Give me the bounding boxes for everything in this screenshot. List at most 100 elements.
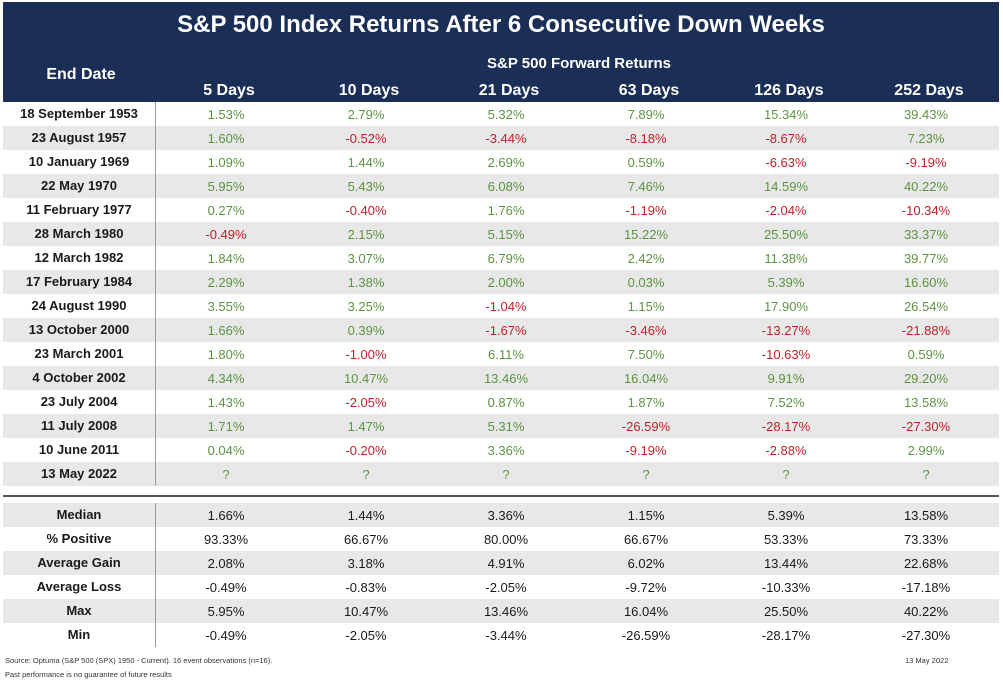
table-cell: 1.60% (207, 130, 245, 146)
column-header: 5 Days (203, 82, 255, 99)
table-row: 10 June 2011 0.04% -0.20% 3.36% -9.19% -2.88%… (3, 438, 999, 462)
table-cell: 33.37% (903, 226, 949, 242)
table-row: 18 September 1953 1.53% 2.79% 5.32% 7.89% 15.… (3, 102, 999, 126)
table-cell: 1.43% (207, 394, 245, 410)
table-cell: 16.04% (623, 603, 669, 619)
forward-returns-header: S&P 500 Forward Returns (487, 55, 671, 72)
table-row: 24 August 1990 3.55% 3.25% -1.04% 1.15% 17.90… (3, 294, 999, 318)
table-row: 4 October 2002 4.34% 10.47% 13.46% 16.04% 9.9… (3, 366, 999, 390)
column-headers: 5 Days 10 Days 21 Days 63 Days 126 Days … (159, 82, 999, 100)
table-row: % Positive 93.33% 66.67% 80.00% 66.67% 53.33%… (3, 527, 999, 551)
table-cell: 17.90% (763, 298, 809, 314)
table-cell: -2.04% (765, 202, 807, 218)
table-row: 12 March 1982 1.84% 3.07% 6.79% 2.42% 11.38% 3… (3, 246, 999, 270)
table-cell: -3.44% (485, 130, 527, 146)
table-row: 23 July 2004 1.43% -2.05% 0.87% 1.87% 7.52% 13… (3, 390, 999, 414)
table-cell: 40.22% (903, 603, 949, 619)
table-cell: 53.33% (763, 531, 809, 547)
row-label: 28 March 1980 (3, 222, 156, 246)
row-label: % Positive (3, 527, 156, 551)
row-label: 4 October 2002 (3, 366, 156, 390)
table-cell: 3.07% (347, 250, 385, 266)
table-cell: 1.44% (347, 507, 385, 523)
table-cell: 1.15% (627, 507, 665, 523)
column-header: 252 Days (894, 82, 964, 99)
row-label: Max (3, 599, 156, 623)
table-row: 28 March 1980 -0.49% 2.15% 5.15% 15.22% 25.50… (3, 222, 999, 246)
table-cell: 25.50% (763, 603, 809, 619)
row-label: 13 October 2000 (3, 318, 156, 342)
table-cell: -9.19% (625, 442, 667, 458)
table-cell: 6.08% (487, 178, 525, 194)
table-cell: 5.43% (347, 178, 385, 194)
table-cell: ? (782, 466, 790, 482)
table-cell: 5.95% (207, 603, 245, 619)
table-cell: 15.34% (763, 106, 809, 122)
table-cell: -10.34% (901, 202, 951, 218)
table-cell: 1.87% (627, 394, 665, 410)
table-row: 11 July 2008 1.71% 1.47% 5.31% -26.59% -28.17… (3, 414, 999, 438)
table-cell: 9.91% (767, 370, 805, 386)
table-cell: 5.39% (767, 274, 805, 290)
table-cell: 4.34% (207, 370, 245, 386)
table-cell: 13.44% (763, 555, 809, 571)
table-cell: 1.53% (207, 106, 245, 122)
table-row: 23 August 1957 1.60% -0.52% -3.44% -8.18% -8.… (3, 126, 999, 150)
table-cell: 5.95% (207, 178, 245, 194)
table-cell: 93.33% (203, 531, 249, 547)
row-label: 18 September 1953 (3, 102, 156, 126)
table-cell: 6.11% (488, 346, 524, 362)
row-label: 11 July 2008 (3, 414, 156, 438)
table-row: Median 1.66% 1.44% 3.36% 1.15% 5.39% 13.58% (3, 503, 999, 527)
table-cell: 0.59% (627, 154, 665, 170)
table-cell: 73.33% (903, 531, 949, 547)
table-row: Average Loss -0.49% -0.83% -2.05% -9.72% -10.… (3, 575, 999, 599)
table-row: 17 February 1984 2.29% 1.38% 2.00% 0.03% 5.39… (3, 270, 999, 294)
row-label: Average Loss (3, 575, 156, 599)
row-label: 24 August 1990 (3, 294, 156, 318)
table-cell: -10.33% (761, 579, 811, 595)
table-cell: 2.15% (347, 226, 385, 242)
table-cell: -10.63% (761, 346, 811, 362)
table-cell: -28.17% (761, 627, 811, 643)
table-cell: 7.46% (627, 178, 665, 194)
table-cell: 22.68% (903, 555, 949, 571)
table-cell: 66.67% (343, 531, 389, 547)
table-cell: -1.19% (625, 202, 667, 218)
table-row: 13 October 2000 1.66% 0.39% -1.67% -3.46% -13… (3, 318, 999, 342)
table-cell: 16.04% (623, 370, 669, 386)
table-cell: -3.44% (485, 627, 527, 643)
table-cell: 39.43% (903, 106, 949, 122)
table-cell: -21.88% (901, 322, 951, 338)
table-cell: -9.72% (625, 579, 667, 595)
table-cell: 6.02% (627, 555, 665, 571)
table-row: Average Gain 2.08% 3.18% 4.91% 6.02% 13.44% 22… (3, 551, 999, 575)
table-row: 11 February 1977 0.27% -0.40% 1.76% -1.19% -2… (3, 198, 999, 222)
table-cell: 1.66% (207, 322, 245, 338)
table-cell: 1.38% (347, 274, 385, 290)
table-cell: 2.69% (487, 154, 525, 170)
table-cell: -0.49% (205, 579, 247, 595)
table-cell: 7.52% (767, 394, 805, 410)
table-cell: 13.58% (903, 507, 949, 523)
table-cell: 1.47% (347, 418, 385, 434)
row-label: Min (3, 623, 156, 647)
row-label: 13 May 2022 (3, 462, 156, 486)
end-date-header: End Date (46, 66, 116, 83)
table-cell: 2.29% (207, 274, 245, 290)
table-cell: 39.77% (903, 250, 949, 266)
table-cell: 3.36% (487, 442, 525, 458)
table-cell: 13.46% (483, 603, 529, 619)
table-cell: -8.67% (765, 130, 807, 146)
table-cell: 5.31% (487, 418, 525, 434)
column-header: 10 Days (338, 82, 400, 99)
table-cell: 16.60% (903, 274, 949, 290)
table-cell: 0.03% (627, 274, 665, 290)
report-date: 13 May 2022 (905, 656, 949, 665)
table-cell: 1.44% (347, 154, 385, 170)
row-label: 11 February 1977 (3, 198, 156, 222)
table-cell: 14.59% (763, 178, 809, 194)
table-cell: -27.30% (901, 627, 951, 643)
table-row: 23 March 2001 1.80% -1.00% 6.11% 7.50% -10.63… (3, 342, 999, 366)
row-label: 17 February 1984 (3, 270, 156, 294)
